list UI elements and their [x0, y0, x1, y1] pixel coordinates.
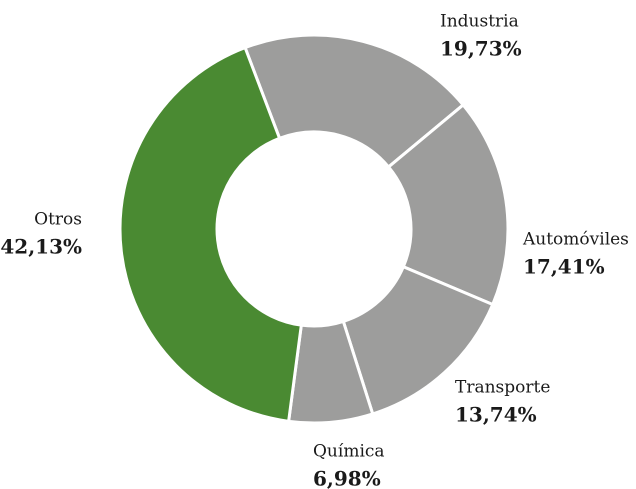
- slice-value: 19,73%: [440, 37, 522, 61]
- slice-label: Transporte: [455, 378, 550, 398]
- slice: [118, 45, 303, 424]
- slice-value: 42,13%: [0, 235, 82, 259]
- slice-label: Otros: [34, 210, 82, 230]
- slice-value: 13,74%: [455, 403, 537, 427]
- slice-label: Automóviles: [522, 230, 629, 250]
- slice: [386, 102, 510, 307]
- slice-label: Química: [313, 442, 385, 462]
- slice: [243, 33, 466, 170]
- slice-value: 6,98%: [313, 467, 381, 489]
- slice-label: Industria: [440, 12, 519, 32]
- slice-value: 17,41%: [523, 255, 605, 279]
